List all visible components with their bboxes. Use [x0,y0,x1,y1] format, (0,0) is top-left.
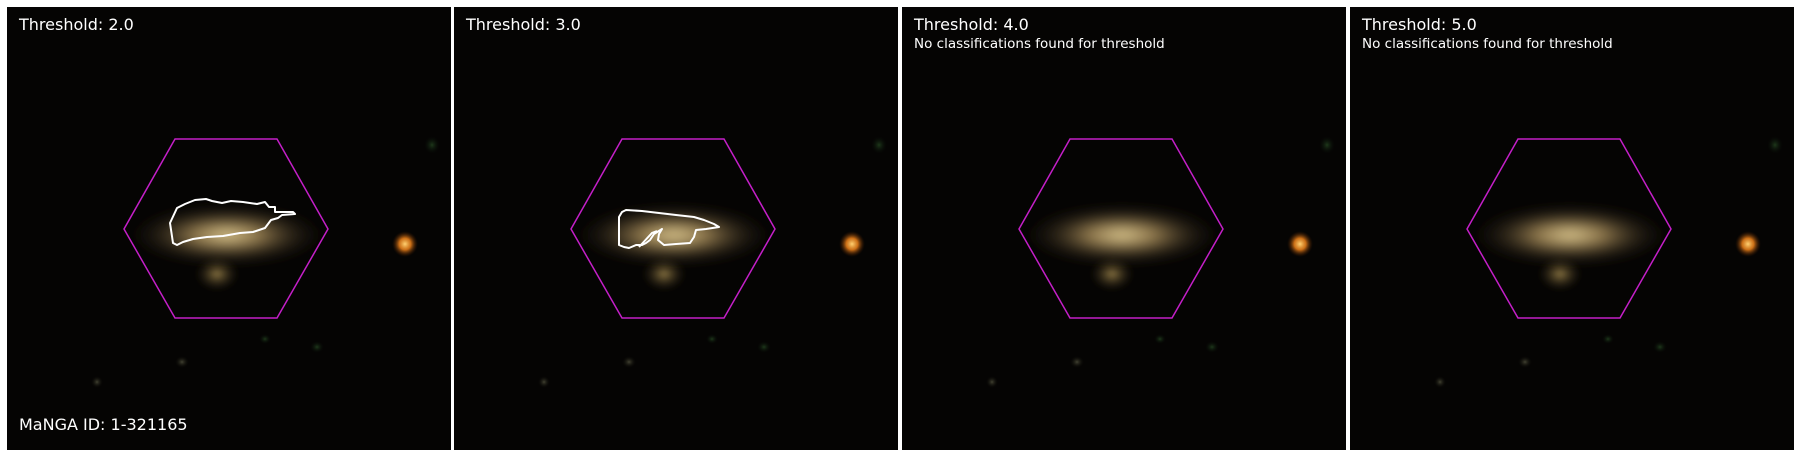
ifu-hexagon [1018,138,1224,319]
ifu-hexagon [1466,138,1672,319]
faint-source [871,136,887,154]
threshold-panel-3: Threshold: 4.0 No classifications found … [902,7,1346,450]
star [1735,231,1761,257]
faint-source [91,376,103,388]
faint-source [538,376,550,388]
ifu-hexagon [123,138,329,319]
faint-source [1070,356,1084,368]
star [392,231,418,257]
panel-title: Threshold: 5.0 [1362,15,1477,34]
faint-source [757,341,771,353]
faint-source [1205,341,1219,353]
star [839,231,865,257]
galaxy-companion [195,257,239,291]
faint-source [622,356,636,368]
manga-id-label: MaNGA ID: 1-321165 [19,415,188,434]
threshold-panel-2: Threshold: 3.0 [454,7,898,450]
galaxy [574,205,774,265]
faint-source [1653,341,1667,353]
galaxy [1470,205,1670,265]
classification-contour [169,198,296,246]
panel-title: Threshold: 4.0 [914,15,1029,34]
panel-message: No classifications found for threshold [1362,36,1613,52]
faint-source [1319,136,1335,154]
faint-source [1602,334,1614,344]
faint-source [310,341,324,353]
panel-message: No classifications found for threshold [914,36,1165,52]
galaxy-image [1350,7,1794,450]
faint-source [1434,376,1446,388]
faint-source [424,136,440,154]
galaxy-companion [642,257,686,291]
galaxy [1022,205,1222,265]
galaxy-companion [1538,257,1582,291]
threshold-panel-1: Threshold: 2.0 MaNGA ID: 1-321165 [7,7,451,450]
faint-source [1518,356,1532,368]
faint-source [1767,136,1783,154]
faint-source [706,334,718,344]
classification-contour [618,209,720,249]
panel-title: Threshold: 3.0 [466,15,581,34]
faint-source [1154,334,1166,344]
threshold-panel-4: Threshold: 5.0 No classifications found … [1350,7,1794,450]
galaxy-image [7,7,451,450]
ifu-hexagon [570,138,776,319]
galaxy-image [454,7,898,450]
faint-source [259,334,271,344]
classification-contour-tail [638,230,658,248]
star [1287,231,1313,257]
panel-title: Threshold: 2.0 [19,15,134,34]
galaxy-image [902,7,1346,450]
faint-source [986,376,998,388]
galaxy-companion [1090,257,1134,291]
faint-source [175,356,189,368]
